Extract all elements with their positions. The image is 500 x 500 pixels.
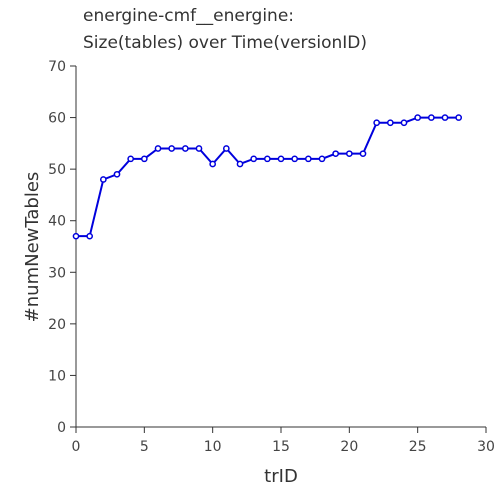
x-tick-label: 15 xyxy=(272,439,290,455)
data-point xyxy=(86,232,94,240)
y-tick-label: 20 xyxy=(48,317,66,333)
data-point xyxy=(373,119,381,127)
data-point xyxy=(195,145,203,152)
data-point xyxy=(277,155,285,163)
data-point xyxy=(291,155,299,163)
data-point xyxy=(304,155,312,163)
x-tick-label: 10 xyxy=(204,439,222,455)
data-point xyxy=(400,119,408,127)
y-tick-label: 50 xyxy=(48,162,66,178)
data-point xyxy=(414,114,422,121)
data-point xyxy=(318,155,326,163)
y-tick-label: 40 xyxy=(48,214,66,230)
data-point xyxy=(345,150,353,158)
data-point xyxy=(209,160,217,168)
y-tick-label: 70 xyxy=(48,59,66,75)
data-point xyxy=(250,155,258,163)
x-tick-label: 20 xyxy=(340,439,358,455)
y-tick-label: 60 xyxy=(48,111,66,127)
data-point xyxy=(359,150,367,158)
data-point xyxy=(427,114,435,121)
series-layer xyxy=(72,114,463,240)
y-axis-label: #numNewTables xyxy=(22,172,43,323)
data-point xyxy=(263,155,271,163)
data-point xyxy=(113,170,121,178)
data-point xyxy=(140,155,148,163)
x-tick-label: 5 xyxy=(140,439,149,455)
chart-title-line-2: Size(tables) over Time(versionID) xyxy=(83,33,368,53)
y-tick-label: 30 xyxy=(48,265,66,281)
axes xyxy=(75,66,486,428)
data-point xyxy=(168,145,176,152)
x-tick-label: 25 xyxy=(409,439,427,455)
data-point xyxy=(236,160,244,168)
data-point xyxy=(181,145,189,152)
series-line xyxy=(76,116,459,238)
data-point xyxy=(222,145,230,152)
chart-title-line-1: energine-cmf__energine: xyxy=(83,6,295,26)
data-point xyxy=(154,145,162,152)
data-point xyxy=(455,114,463,121)
data-point xyxy=(332,150,340,158)
data-point xyxy=(386,119,394,127)
x-axis-label: trID xyxy=(264,466,298,487)
y-tick-label: 10 xyxy=(48,368,66,384)
data-point xyxy=(127,155,135,163)
data-point xyxy=(99,176,107,183)
x-tick-label: 30 xyxy=(477,439,495,455)
tick-marks: 0 10 20 30 40 50 60 70 0 5 10 15 20 25 30 xyxy=(48,59,495,455)
x-tick-label: 0 xyxy=(72,439,81,455)
data-point xyxy=(72,232,80,240)
y-tick-label: 0 xyxy=(57,420,66,436)
data-point xyxy=(441,114,449,121)
